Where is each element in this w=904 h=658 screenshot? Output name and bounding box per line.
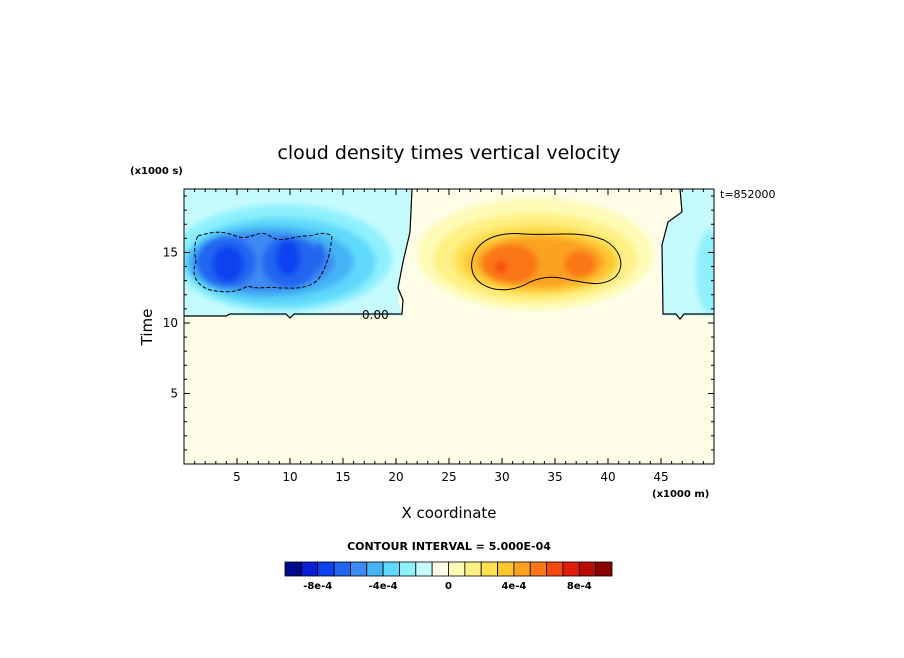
positive-core-1 bbox=[482, 244, 538, 284]
contour-interval-label: CONTOUR INTERVAL = 5.000E-04 bbox=[347, 540, 551, 553]
colorbar-tick-label: 0 bbox=[445, 581, 452, 592]
zero-contour-line bbox=[184, 189, 413, 319]
colorbar-swatch bbox=[284, 561, 302, 577]
colorbar-tick-label: -4e-4 bbox=[369, 581, 398, 592]
colorbar-swatch bbox=[448, 561, 466, 577]
colorbar-swatch bbox=[382, 561, 400, 577]
colorbar-swatch bbox=[349, 561, 368, 577]
colorbar-swatch bbox=[595, 561, 613, 577]
colorbar-swatch bbox=[300, 561, 319, 577]
x-tick-label: 5 bbox=[233, 470, 241, 484]
y-axis-label: Time bbox=[138, 309, 156, 347]
colorbar: -8e-4 -4e-4 0 4e-4 8e-4 bbox=[284, 561, 613, 592]
colorbar-swatch bbox=[529, 561, 548, 577]
colorbar-tick-label: -8e-4 bbox=[303, 581, 332, 592]
x-tick-label: 40 bbox=[600, 470, 615, 484]
x-units-label: (x1000 m) bbox=[652, 489, 709, 500]
negative-core-2 bbox=[276, 240, 300, 276]
colorbar-swatch bbox=[431, 561, 449, 577]
x-axis-label: X coordinate bbox=[401, 504, 496, 522]
timestamp-label: t=852000 bbox=[720, 188, 776, 201]
colorbar-swatch bbox=[562, 561, 580, 577]
colorbar-tick-label: 4e-4 bbox=[501, 581, 526, 592]
x-tick-label: 25 bbox=[441, 470, 456, 484]
negative-core-3 bbox=[313, 242, 325, 270]
positive-contour-line bbox=[471, 233, 622, 291]
negative-core-1 bbox=[212, 246, 244, 282]
colorbar-swatch bbox=[497, 561, 515, 577]
x-tick-label: 45 bbox=[653, 470, 668, 484]
colorbar-swatch bbox=[333, 561, 351, 577]
colorbar-swatch bbox=[415, 561, 433, 577]
x-tick-label: 30 bbox=[494, 470, 509, 484]
colorbar-tick-label: 8e-4 bbox=[567, 581, 592, 592]
y-tick-label: 15 bbox=[163, 245, 178, 259]
positive-core-2 bbox=[564, 251, 596, 277]
colorbar-swatch bbox=[464, 561, 482, 577]
y-tick-label: 10 bbox=[163, 316, 178, 330]
chart-title: cloud density times vertical velocity bbox=[277, 142, 620, 164]
negative-contour-line bbox=[193, 231, 333, 293]
colorbar-swatch bbox=[399, 561, 417, 577]
colorbar-swatch bbox=[317, 561, 335, 577]
colorbar-swatch bbox=[480, 561, 498, 577]
colorbar-swatch bbox=[366, 561, 384, 577]
x-tick-label: 10 bbox=[282, 470, 297, 484]
axis-ticks: 5 10 15 20 25 30 35 40 45 5 10 15 bbox=[163, 189, 714, 484]
colorbar-swatch bbox=[513, 561, 531, 577]
y-units-label: (x1000 s) bbox=[130, 166, 183, 177]
contour-value-label: 0.00 bbox=[362, 308, 389, 322]
right-negative-band bbox=[696, 230, 714, 314]
x-tick-label: 20 bbox=[388, 470, 403, 484]
y-tick-label: 5 bbox=[170, 386, 178, 400]
positive-peak bbox=[495, 261, 507, 273]
colorbar-swatch bbox=[578, 561, 597, 577]
zero-contour-line-right bbox=[661, 189, 714, 320]
colorbar-swatch bbox=[546, 561, 564, 577]
x-tick-label: 35 bbox=[547, 470, 562, 484]
contour-fill bbox=[184, 189, 714, 320]
x-tick-label: 15 bbox=[335, 470, 350, 484]
